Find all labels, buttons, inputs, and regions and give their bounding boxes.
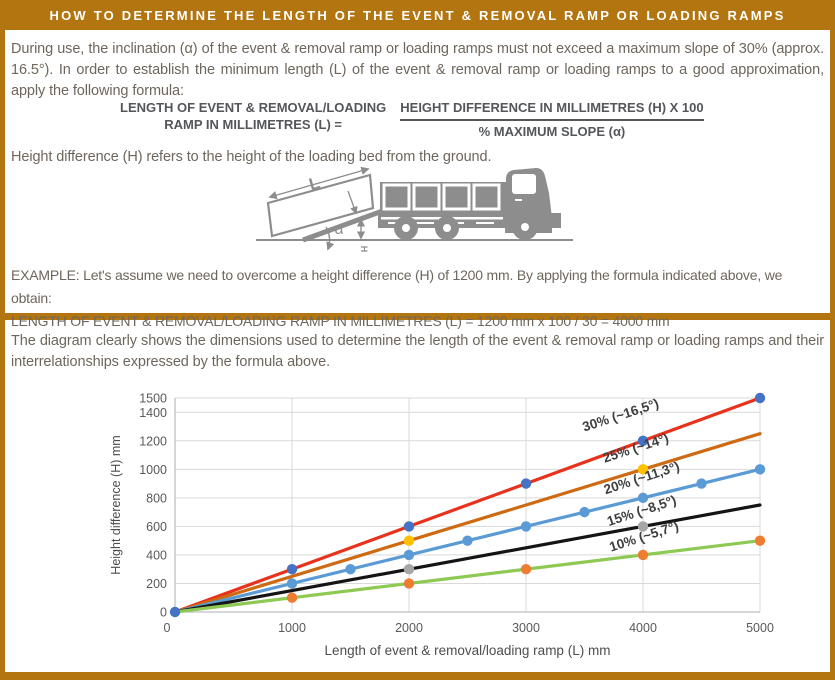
length-label: L	[307, 173, 322, 194]
length-dimension-line	[268, 166, 370, 200]
series-line	[173, 432, 762, 614]
example-line2: LENGTH OF EVENT & REMOVAL/LOADING RAMP I…	[11, 313, 670, 330]
data-point	[403, 521, 415, 532]
data-point	[403, 578, 415, 589]
door-handle	[515, 199, 522, 201]
y-tick-label: 1000	[139, 463, 167, 477]
x-tick-label: 4000	[629, 621, 657, 635]
diagram-note: The diagram clearly shows the dimensions…	[11, 333, 824, 371]
y-tick-label: 800	[146, 491, 167, 505]
x-tick-label: 0	[164, 621, 171, 635]
data-point	[345, 564, 356, 575]
angle-label: α	[334, 221, 343, 238]
bottom-border-bar	[0, 672, 835, 680]
data-point	[403, 564, 415, 575]
series-line	[173, 396, 762, 614]
series-line	[173, 503, 762, 614]
y-tick-label: 400	[146, 548, 167, 562]
formula-fraction: HEIGHT DIFFERENCE IN MILLIMETRES (H) X 1…	[400, 100, 704, 141]
series-label: 25% (~14°)	[601, 430, 670, 465]
data-point	[520, 564, 532, 575]
cab-window	[512, 174, 536, 194]
formula-lhs: LENGTH OF EVENT & REMOVAL/LOADING RAMP I…	[120, 100, 386, 134]
intro-paragraph: During use, the inclination (α) of the e…	[11, 41, 824, 100]
ramp-surface	[302, 206, 389, 243]
cargo-box	[442, 183, 471, 211]
formula-denominator: % MAXIMUM SLOPE (α)	[478, 123, 626, 139]
angle-arc	[325, 226, 335, 251]
example-line1: EXAMPLE: Let's assume we need to overcom…	[11, 267, 783, 307]
data-point	[520, 521, 532, 532]
series-label: 30% (~16,5°)	[581, 396, 661, 435]
cargo-box	[412, 183, 441, 211]
series-line	[173, 539, 762, 614]
y-tick-label: 600	[146, 520, 167, 534]
truck-ramp-illustration: Lα H	[256, 166, 573, 253]
x-tick-label: 1000	[278, 621, 306, 635]
y-tick-label: 1500	[139, 392, 167, 406]
data-point	[637, 464, 649, 475]
data-point	[579, 506, 590, 518]
cargo-box	[382, 183, 411, 211]
section-divider	[0, 313, 835, 320]
y-axis-title: Height difference (H) mm	[109, 435, 123, 574]
data-point	[462, 535, 473, 546]
data-point	[286, 564, 298, 575]
formula-numerator: HEIGHT DIFFERENCE IN MILLIMETRES (H) X 1…	[400, 100, 704, 121]
y-tick-label: 200	[146, 577, 167, 591]
wheel-hub	[443, 224, 451, 232]
data-point	[637, 492, 649, 504]
right-border	[830, 30, 835, 680]
data-point	[403, 549, 415, 561]
height-label: H	[359, 246, 369, 253]
formula-lhs-line2: RAMP IN MILLIMETRES (L) =	[164, 116, 343, 132]
ramp-leader-arrow	[347, 190, 358, 215]
height-note: Height difference (H) refers to the heig…	[11, 149, 492, 165]
cargo-box	[472, 183, 501, 211]
data-point	[286, 578, 298, 589]
data-point	[403, 535, 415, 546]
y-tick-label: 0	[160, 606, 167, 620]
data-point	[520, 478, 532, 489]
x-tick-label: 3000	[512, 621, 540, 635]
page-title: HOW TO DETERMINE THE LENGTH OF THE EVENT…	[0, 0, 835, 30]
y-tick-label: 1200	[139, 434, 167, 448]
x-tick-label: 2000	[395, 621, 423, 635]
wheel-hub	[521, 223, 529, 231]
wheel-hub	[402, 224, 410, 232]
data-point	[637, 435, 649, 446]
ramp-panel	[266, 173, 375, 238]
x-axis-title: Length of event & removal/loading ramp (…	[325, 643, 611, 658]
data-point	[754, 464, 766, 475]
formula-lhs-line1: LENGTH OF EVENT & REMOVAL/LOADING	[120, 100, 387, 115]
data-point	[286, 592, 298, 603]
data-point	[637, 521, 649, 532]
example-block: EXAMPLE: Let's assume we need to overcom…	[11, 264, 826, 333]
bed-dash	[416, 222, 434, 224]
bed-dash	[476, 222, 494, 224]
data-point	[696, 478, 707, 489]
data-point	[637, 549, 649, 561]
data-point	[754, 392, 766, 404]
data-point	[754, 535, 766, 546]
x-tick-label: 5000	[746, 621, 774, 635]
formula-block: LENGTH OF EVENT & REMOVAL/LOADING RAMP I…	[120, 100, 704, 141]
y-tick-label: 1400	[139, 406, 167, 420]
data-point	[169, 606, 181, 618]
left-border	[0, 30, 5, 680]
